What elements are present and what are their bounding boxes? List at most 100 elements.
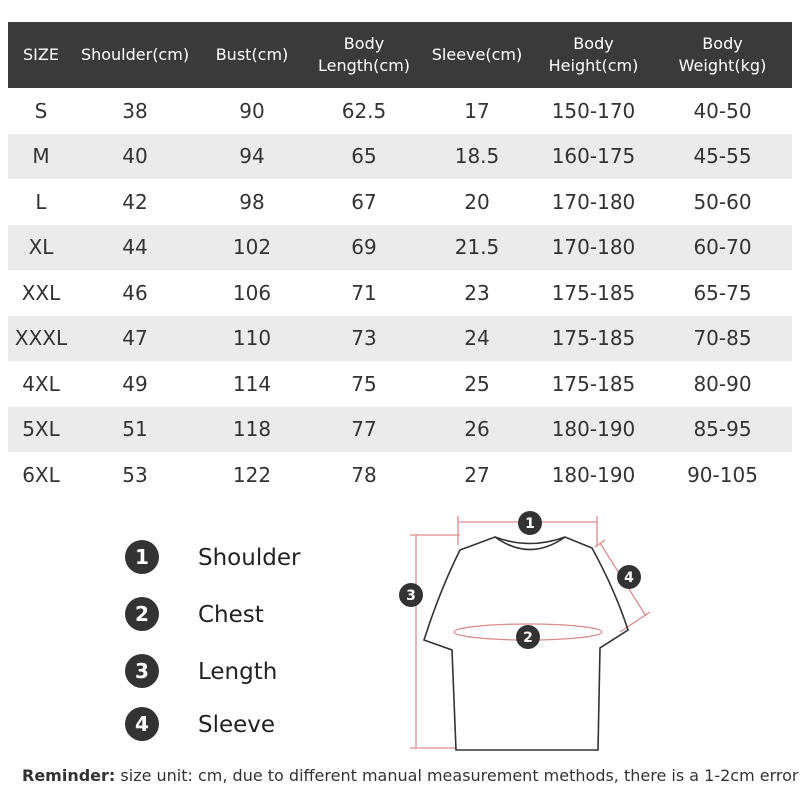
header-cell: Body Length(cm) <box>308 22 420 88</box>
header-text: SIZE <box>23 45 59 64</box>
legend-number: 1 <box>135 545 149 569</box>
header-text: Sleeve(cm) <box>431 45 523 64</box>
table-cell: 62.5 <box>341 98 387 123</box>
table-cell: 80-90 <box>693 371 752 396</box>
legend-badge <box>125 707 159 741</box>
table-row: 4XL 49 114 75 25 175-185 80-90 <box>8 361 792 407</box>
table-cell: 98 <box>239 189 265 214</box>
diagram-marker-number: 1 <box>525 516 535 532</box>
header-text: Body Height(cm) <box>548 34 639 75</box>
table-cell: 47 <box>74 315 196 361</box>
table-row: XL 44 102 69 21.5 170-180 60-70 <box>8 224 792 270</box>
table-cell: 150-170 <box>551 98 636 123</box>
table-cell: 60-70 <box>653 224 792 270</box>
table-cell: 110 <box>196 315 308 361</box>
header-text: Bust(cm) <box>215 45 289 64</box>
header-cell: Sleeve(cm) <box>420 22 534 88</box>
table-cell: 18.5 <box>420 133 534 179</box>
table-cell: S <box>34 98 48 123</box>
table-cell: 85-95 <box>653 406 792 452</box>
table-cell: 42 <box>122 189 148 214</box>
measure-lines <box>410 516 651 749</box>
size-table: SIZE Shoulder(cm) Bust(cm) Body Length(cm) S… <box>8 22 792 498</box>
table-cell: 20 <box>464 189 490 214</box>
table-cell: 106 <box>232 280 272 305</box>
diagram-marker-number: 4 <box>624 570 634 586</box>
table-cell: 45-55 <box>653 133 792 179</box>
reminder-label: Reminder: <box>22 766 116 785</box>
table-cell: 46 <box>122 280 148 305</box>
legend-badge <box>125 654 159 688</box>
diagram-marker <box>516 625 540 649</box>
table-cell: 118 <box>196 406 308 452</box>
table-row: L 42 98 67 20 170-180 50-60 <box>8 179 792 225</box>
diagram-marker <box>399 583 423 607</box>
table-cell: 75 <box>351 371 377 396</box>
table-cell: XXL <box>21 280 61 305</box>
tshirt <box>423 536 629 751</box>
diagram-marker-number: 2 <box>523 630 533 646</box>
table-cell: 78 <box>351 462 377 487</box>
diagram-marker-number: 3 <box>406 588 416 604</box>
table-cell: 175-185 <box>534 315 653 361</box>
table-cell: L <box>35 189 47 214</box>
table-row: M 40 94 65 18.5 160-175 45-55 <box>8 133 792 179</box>
table-cell: 77 <box>308 406 420 452</box>
table-cell: 73 <box>308 315 420 361</box>
table-cell: 175-185 <box>551 280 636 305</box>
table-cell: 50-60 <box>693 189 752 214</box>
reminder-text: size unit: cm, due to different manual m… <box>120 766 799 785</box>
table-cell: 53 <box>122 462 148 487</box>
header-row: SIZE Shoulder(cm) Bust(cm) Body Length(cm) S… <box>8 22 792 88</box>
header-cell: Bust(cm) <box>196 22 308 88</box>
legend-label: Shoulder <box>198 545 301 571</box>
table-cell: 38 <box>122 98 148 123</box>
table-cell: 160-175 <box>534 133 653 179</box>
table-cell: 90-105 <box>687 462 758 487</box>
table-row: 6XL 53 122 78 27 180-190 90-105 <box>8 452 792 498</box>
header-text: Shoulder(cm) <box>80 45 190 64</box>
table-row: XXXL 47 110 73 24 175-185 70-85 <box>8 315 792 361</box>
header-cell: Body Weight(kg) <box>653 22 792 88</box>
table-cell: 21.5 <box>420 224 534 270</box>
table-cell: 5XL <box>8 406 74 452</box>
diagram-marker <box>518 511 542 535</box>
table-cell: M <box>8 133 74 179</box>
legend-badge <box>125 540 159 574</box>
legend-number: 3 <box>135 659 149 683</box>
header-cell: Body Height(cm) <box>534 22 653 88</box>
table-cell: 40-50 <box>693 98 752 123</box>
table-cell: 65-75 <box>693 280 752 305</box>
table-cell: 175-185 <box>551 371 636 396</box>
table-cell: 23 <box>464 280 490 305</box>
table-row: 5XL 51 118 77 26 180-190 85-95 <box>8 406 792 452</box>
table-cell: 71 <box>351 280 377 305</box>
table-cell: 49 <box>122 371 148 396</box>
legend-badge <box>125 597 159 631</box>
table-cell: 4XL <box>22 371 60 396</box>
table-row: XXL 46 106 71 23 175-185 65-75 <box>8 270 792 316</box>
table-cell: 122 <box>232 462 272 487</box>
table-cell: 65 <box>308 133 420 179</box>
table-cell: 25 <box>464 371 490 396</box>
table-cell: 27 <box>464 462 490 487</box>
table-cell: XL <box>8 224 74 270</box>
table-cell: 102 <box>196 224 308 270</box>
header-text: Body Length(cm) <box>317 34 411 75</box>
table-cell: 67 <box>351 189 377 214</box>
table-cell: 40 <box>74 133 196 179</box>
table-cell: 17 <box>464 98 490 123</box>
table-cell: 26 <box>420 406 534 452</box>
reminder: Reminder: size unit: cm, due to differen… <box>22 766 798 785</box>
table-cell: 51 <box>74 406 196 452</box>
table-cell: 170-180 <box>551 189 636 214</box>
header-cell: SIZE <box>8 22 74 88</box>
table-cell: 44 <box>74 224 196 270</box>
table-cell: 6XL <box>22 462 60 487</box>
table-cell: XXXL <box>8 315 74 361</box>
table-cell: 24 <box>420 315 534 361</box>
table-cell: 170-180 <box>534 224 653 270</box>
legend-label: Length <box>198 659 277 685</box>
table-cell: 180-190 <box>551 462 636 487</box>
